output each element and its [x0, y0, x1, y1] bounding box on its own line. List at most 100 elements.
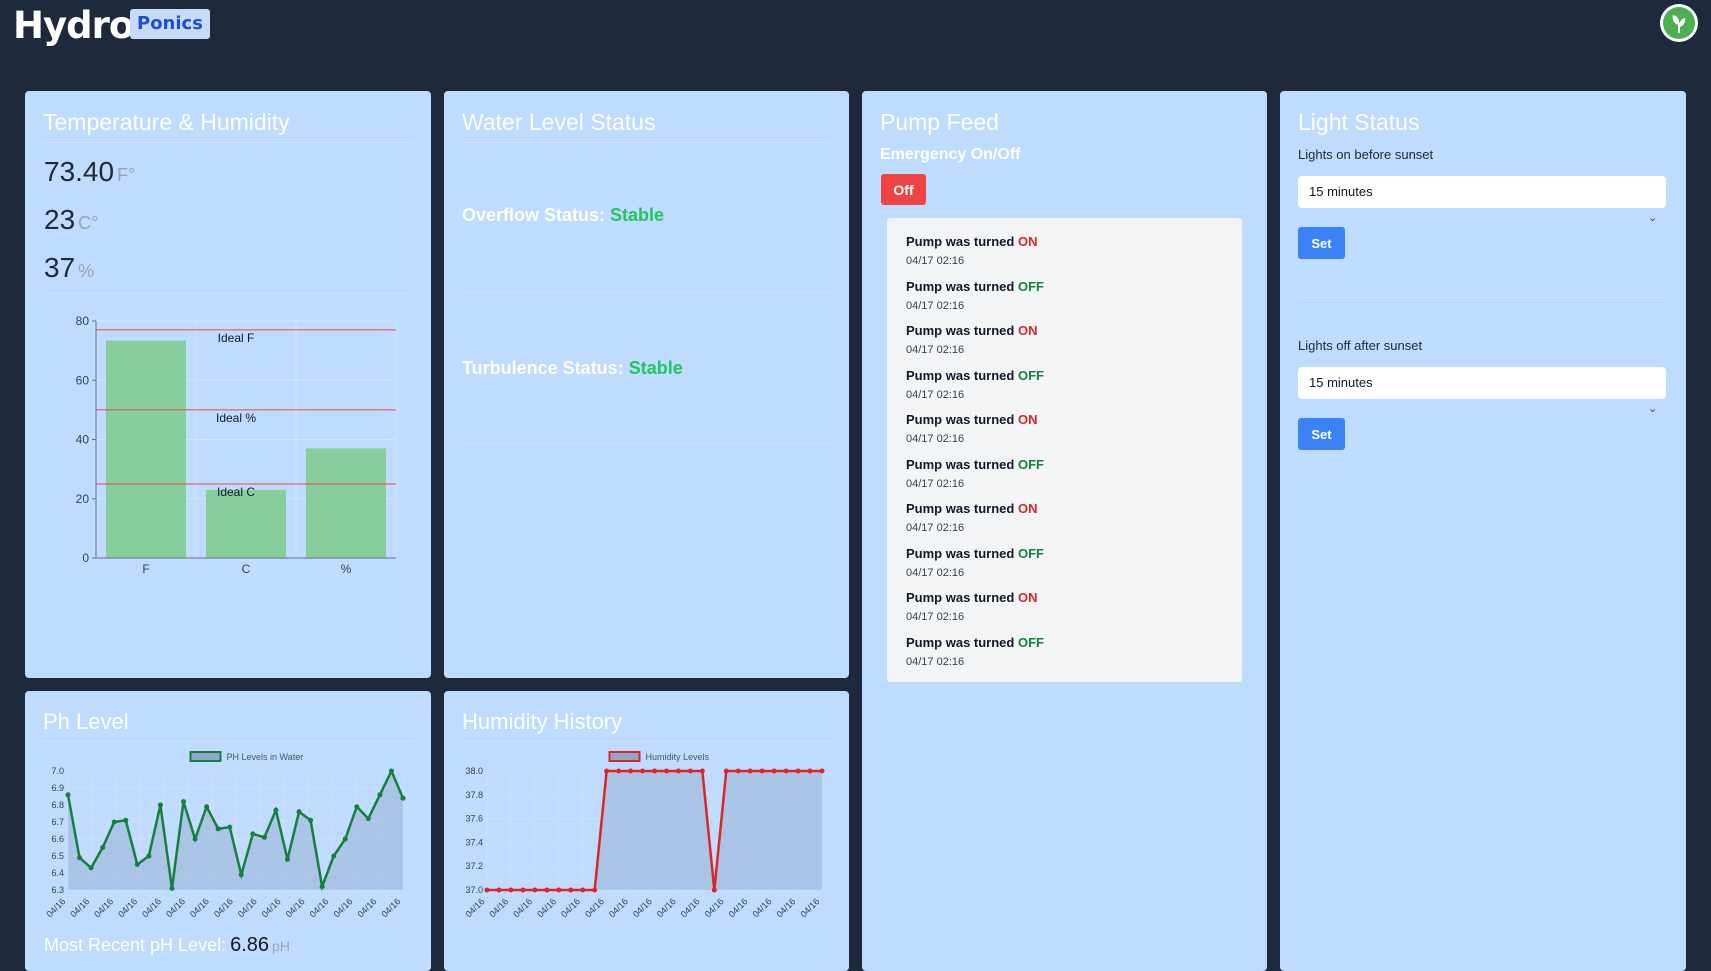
x-tick-label: 04/16 — [798, 896, 821, 919]
pump-divider — [881, 211, 1249, 212]
pump-log-time: 04/17 02:16 — [906, 255, 965, 267]
pump-log-state: OFF — [1017, 278, 1044, 294]
data-point — [157, 802, 163, 808]
data-point — [687, 768, 693, 774]
pump-log-entry: Pump was turned ON 04/17 02:16 — [906, 501, 1037, 534]
y-tick-label: 6.9 — [51, 783, 64, 793]
x-tick-label: 04/16 — [260, 896, 283, 919]
humidity-unit: % — [78, 261, 95, 281]
bar — [306, 448, 386, 558]
pump-log-message: Pump was turned — [906, 456, 1018, 472]
readings-divider — [44, 293, 412, 294]
data-point — [284, 856, 290, 862]
y-tick-label: 20 — [76, 492, 90, 506]
pump-log-message: Pump was turned — [906, 634, 1018, 650]
pump-log-text: Pump was turned OFF — [906, 457, 1044, 472]
data-point — [261, 834, 267, 840]
data-point — [238, 872, 244, 878]
pump-log: Pump was turned ON 04/17 02:16 Pump was tu… — [887, 218, 1242, 682]
brand-badge: Ponics — [130, 9, 210, 39]
data-point — [747, 768, 753, 774]
pump-log-entry: Pump was turned OFF 04/17 02:16 — [906, 457, 1044, 490]
data-point — [342, 836, 348, 842]
water-level-card-title: Water Level Status — [462, 109, 831, 143]
pump-log-entry: Pump was turned OFF 04/17 02:16 — [906, 368, 1044, 401]
x-tick-label: 04/16 — [511, 896, 534, 919]
y-tick-label: 60 — [76, 373, 90, 387]
pump-log-state: OFF — [1017, 545, 1044, 561]
data-point — [192, 836, 198, 842]
lights-after-set-button[interactable]: Set — [1298, 418, 1345, 450]
pump-log-text: Pump was turned ON — [906, 234, 1037, 249]
lights-before-set-button[interactable]: Set — [1298, 227, 1345, 259]
chevron-down-icon[interactable]: ⌄ — [1648, 212, 1658, 224]
x-tick-label: 04/16 — [236, 896, 259, 919]
y-tick-label: 6.6 — [51, 834, 64, 844]
x-tick-label: F — [142, 562, 149, 576]
pump-log-time: 04/17 02:16 — [906, 433, 965, 445]
chevron-down-icon[interactable]: ⌄ — [1648, 403, 1658, 415]
data-point — [735, 768, 741, 774]
humidity-reading: 37% — [44, 252, 94, 284]
overflow-status-label: Overflow Status: — [462, 205, 606, 225]
emergency-off-button[interactable]: Off — [881, 174, 926, 205]
legend-label: PH Levels in Water — [227, 752, 304, 762]
pump-log-message: Pump was turned — [906, 501, 1018, 516]
pump-log-text: Pump was turned OFF — [906, 546, 1044, 561]
pump-log-text: Pump was turned OFF — [906, 635, 1044, 650]
data-point — [640, 768, 646, 774]
legend-swatch — [608, 751, 641, 762]
data-point — [400, 795, 406, 801]
pump-log-entry: Pump was turned ON 04/17 02:16 — [906, 412, 1037, 445]
y-tick-label: 37.6 — [465, 814, 483, 824]
light-status-card-title: Light Status — [1298, 109, 1420, 135]
pump-log-text: Pump was turned ON — [906, 590, 1037, 605]
y-tick-label: 6.8 — [51, 800, 64, 810]
y-tick-label: 38.0 — [465, 766, 483, 776]
x-tick-label: 04/16 — [284, 896, 307, 919]
pump-log-state: ON — [1017, 501, 1038, 516]
data-point — [111, 819, 117, 825]
pump-log-entry: Pump was turned OFF 04/17 02:16 — [906, 546, 1044, 579]
ph-recent-unit: pH — [272, 938, 290, 954]
pump-log-message: Pump was turned — [906, 590, 1018, 605]
pump-log-state: OFF — [1017, 634, 1044, 650]
data-point — [273, 807, 279, 813]
avatar[interactable] — [1660, 4, 1698, 42]
pump-log-time: 04/17 02:16 — [906, 477, 965, 490]
emergency-label: Emergency On/Off — [880, 146, 1021, 163]
y-tick-label: 6.4 — [51, 868, 64, 878]
pump-log-message: Pump was turned — [906, 323, 1018, 338]
x-tick-label: % — [341, 562, 352, 576]
pump-log-message: Pump was turned — [906, 412, 1018, 427]
data-point — [365, 816, 371, 822]
data-point — [123, 817, 129, 823]
data-point — [250, 831, 256, 837]
ph-recent-value: 6.86 — [230, 934, 270, 956]
data-point — [580, 887, 586, 893]
y-tick-label: 37.8 — [465, 790, 483, 800]
y-tick-label: 40 — [76, 433, 90, 447]
data-point — [388, 768, 394, 774]
y-tick-label: 37.4 — [465, 837, 483, 847]
data-point — [308, 817, 314, 823]
reference-line-label: Ideal C — [217, 485, 255, 499]
celsius-unit: C° — [78, 213, 99, 233]
data-point — [181, 799, 187, 805]
temperature-bar-chart: 0 20 40 60 80 F C % Ideal F Ideal % Ideal C — [76, 314, 397, 576]
lights-after-select[interactable]: 15 minutes — [1298, 367, 1666, 399]
x-tick-label: 04/16 — [164, 896, 187, 919]
pump-log-text: Pump was turned ON — [906, 412, 1037, 427]
data-point — [496, 887, 502, 893]
pump-log-message: Pump was turned — [906, 278, 1018, 294]
data-point — [508, 887, 514, 893]
water-divider-1 — [462, 291, 830, 292]
data-point — [819, 768, 825, 774]
x-tick-label: 04/16 — [308, 896, 331, 919]
x-tick-label: 04/16 — [463, 896, 486, 919]
ph-level-card: Ph Level — [25, 691, 431, 971]
pump-log-text: Pump was turned ON — [906, 501, 1037, 516]
humidity-line-chart: 37.037.237.437.637.838.004/16 04/16 04/16 0… — [463, 751, 825, 919]
data-point — [663, 768, 669, 774]
lights-before-select[interactable]: 15 minutes — [1298, 176, 1666, 208]
